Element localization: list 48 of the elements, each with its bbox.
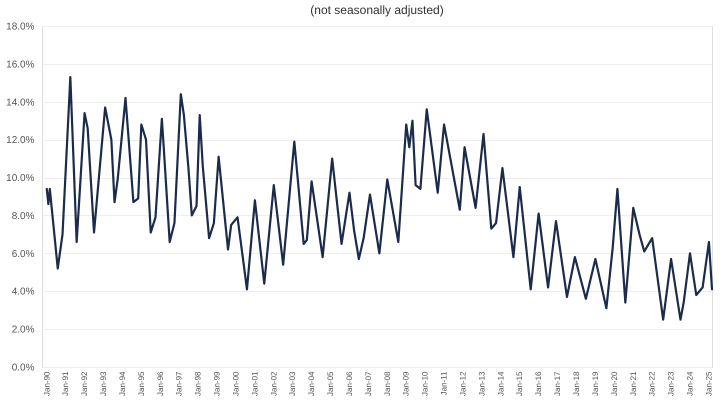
x-tick-label: Jan-90 — [42, 370, 52, 396]
x-tick-label: Jan-10 — [420, 370, 430, 396]
x-tick-label: Jan-17 — [553, 370, 562, 396]
x-tick-label: Jan-95 — [136, 370, 146, 396]
x-tick-label: Jan-96 — [156, 370, 165, 396]
x-tick-label: Jan-01 — [250, 370, 260, 396]
x-tick-label: Jan-97 — [174, 370, 184, 396]
x-tick-label: Jan-24 — [685, 370, 694, 396]
x-tick-label: Jan-21 — [628, 370, 638, 396]
y-tick-label: 6.0% — [12, 248, 35, 260]
x-tick-label: Jan-22 — [648, 370, 657, 396]
chart-title: (not seasonally adjusted) — [310, 3, 444, 17]
y-tick-label: 14.0% — [6, 97, 35, 108]
x-tick-label: Jan-15 — [515, 370, 524, 396]
x-tick-label: Jan-18 — [572, 370, 581, 396]
x-tick-label: Jan-99 — [212, 370, 222, 396]
y-tick-label: 18.0% — [6, 22, 35, 32]
x-tick-label: Jan-02 — [269, 370, 278, 396]
x-tick-label: Jan-14 — [496, 370, 506, 396]
x-tick-label: Jan-91 — [61, 370, 70, 396]
x-tick-label: Jan-05 — [326, 370, 336, 396]
x-tick-label: Jan-93 — [99, 370, 108, 396]
x-tick-label: Jan-16 — [534, 370, 544, 396]
y-tick-label: 12.0% — [6, 135, 35, 146]
y-tick-label: 0.0% — [12, 362, 35, 374]
x-tick-label: Jan-94 — [118, 370, 127, 396]
x-tick-label: Jan-98 — [194, 370, 203, 396]
x-tick-label: Jan-11 — [440, 370, 449, 396]
x-tick-label: Jan-19 — [590, 370, 600, 396]
line-series — [46, 76, 714, 321]
x-tick-label: Jan-20 — [610, 370, 619, 396]
x-tick-label: Jan-92 — [80, 370, 90, 396]
x-tick-label: Jan-09 — [402, 370, 411, 396]
x-tick-label: Jan-03 — [288, 370, 298, 396]
y-tick-label: 10.0% — [6, 173, 35, 184]
y-tick-label: 4.0% — [12, 286, 35, 298]
x-tick-label: Jan-04 — [307, 370, 316, 396]
x-tick-label: Jan-23 — [666, 370, 676, 396]
x-tick-label: Jan-12 — [458, 370, 468, 396]
y-tick-label: 8.0% — [12, 210, 35, 222]
x-tick-label: Jan-00 — [231, 370, 240, 396]
x-tick-label: Jan-08 — [382, 370, 392, 396]
x-tick-label: Jan-06 — [344, 370, 354, 396]
x-tick-label: Jan-25 — [704, 370, 714, 396]
x-tick-label: Jan-13 — [477, 370, 486, 396]
y-tick-label: 2.0% — [12, 324, 35, 336]
y-tick-label: 16.0% — [6, 59, 35, 70]
x-tick-label: Jan-07 — [364, 370, 373, 396]
